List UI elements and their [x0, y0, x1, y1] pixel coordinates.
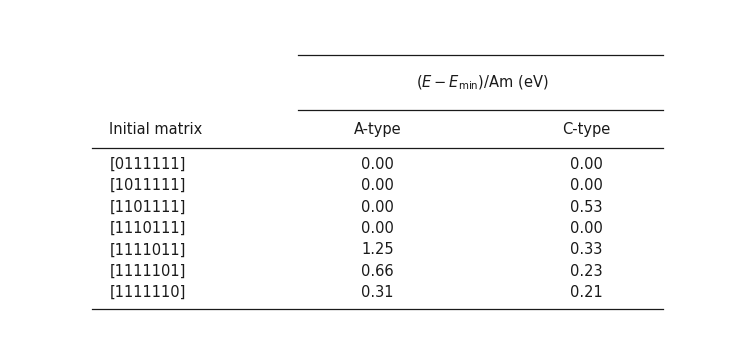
Text: A-type: A-type	[354, 121, 402, 137]
Text: [1101111]: [1101111]	[109, 200, 186, 215]
Text: [0111111]: [0111111]	[109, 157, 186, 172]
Text: 0.00: 0.00	[361, 157, 394, 172]
Text: C-type: C-type	[562, 121, 610, 137]
Text: [1011111]: [1011111]	[109, 178, 186, 193]
Text: 0.00: 0.00	[570, 157, 603, 172]
Text: $(E - E_{\mathrm{min}})/\mathrm{Am}\ \mathrm{(eV)}$: $(E - E_{\mathrm{min}})/\mathrm{Am}\ \ma…	[416, 73, 548, 91]
Text: [1111110]: [1111110]	[109, 285, 186, 300]
Text: Initial matrix: Initial matrix	[109, 121, 203, 137]
Text: 0.33: 0.33	[570, 242, 602, 257]
Text: 0.53: 0.53	[570, 200, 602, 215]
Text: 0.00: 0.00	[570, 221, 603, 236]
Text: 0.66: 0.66	[361, 264, 394, 279]
Text: 0.00: 0.00	[361, 200, 394, 215]
Text: 0.31: 0.31	[361, 285, 394, 300]
Text: [1111101]: [1111101]	[109, 264, 186, 279]
Text: 0.21: 0.21	[570, 285, 603, 300]
Text: 0.00: 0.00	[361, 178, 394, 193]
Text: 0.00: 0.00	[570, 178, 603, 193]
Text: 0.00: 0.00	[361, 221, 394, 236]
Text: [1111011]: [1111011]	[109, 242, 186, 257]
Text: [1110111]: [1110111]	[109, 221, 186, 236]
Text: 1.25: 1.25	[361, 242, 394, 257]
Text: 0.23: 0.23	[570, 264, 603, 279]
